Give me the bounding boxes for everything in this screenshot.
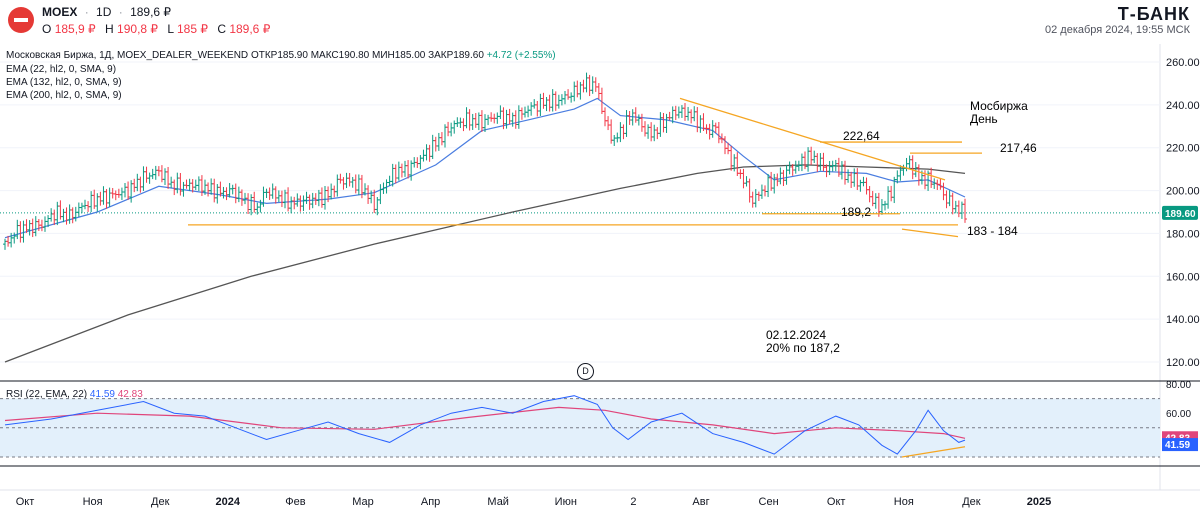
ema22-path	[4, 97, 966, 239]
time-tick-label: Мар	[352, 496, 374, 508]
moex-logo	[8, 7, 34, 33]
annotation-subtitle: День	[970, 112, 998, 126]
time-tick-label: Фев	[285, 496, 305, 508]
legend-ema132[interactable]: EMA (132, hl2, 0, SMA, 9)	[6, 77, 122, 88]
brand-logo: Т-БАНК	[1117, 4, 1190, 24]
symbol-line[interactable]: MOEX · 1D · 189,6 ₽	[42, 5, 172, 19]
timestamp: 02 декабря 2024, 19:55 МСК	[1045, 24, 1190, 36]
rsi-divergence-line	[901, 446, 966, 458]
price-tick-label: 220.00	[1166, 143, 1200, 155]
time-tick-label: Ноя	[894, 496, 914, 508]
ema200-line	[4, 164, 966, 363]
close-value: 189,6 ₽	[229, 22, 271, 36]
time-tick-label: Окт	[827, 496, 846, 508]
time-tick-label: Авг	[692, 496, 709, 508]
legend-main: Московская Биржа, 1Д, MOEX_DEALER_WEEKEN…	[6, 50, 556, 61]
legend-symbol: Московская Биржа, 1Д, MOEX_DEALER_WEEKEN…	[6, 50, 249, 61]
rsi-badge-label: 41.59	[1165, 440, 1190, 451]
dividend-badge[interactable]: D	[577, 363, 594, 380]
time-tick-label: 2024	[216, 496, 241, 508]
legend-rsi[interactable]: RSI (22, EMA, 22) 41.59 42.83	[6, 389, 143, 400]
rsi-tick-label: 80.00	[1166, 380, 1191, 391]
level-label-183: 183 - 184	[967, 224, 1018, 238]
rsi-value: 41.59	[89, 389, 115, 400]
candles	[3, 72, 967, 250]
rsi-path	[4, 395, 966, 455]
legend-ohlc: ОТКР185.90 МАКС190.80 МИН185.00 ЗАКР189.…	[250, 50, 484, 61]
ohlc-line: O 185,9 ₽ H 190,8 ₽ L 185 ₽ C 189,6 ₽	[42, 22, 271, 36]
price-tick-label: 180.00	[1166, 228, 1200, 240]
last-price-badge	[1162, 205, 1198, 220]
last-price-label: 189.60	[1165, 209, 1196, 220]
level-label-189: 189,2	[841, 205, 871, 219]
date-note: 02.12.2024	[766, 328, 826, 342]
legend-ema200[interactable]: EMA (200, hl2, 0, SMA, 9)	[6, 90, 122, 101]
current-price: 189,6 ₽	[130, 5, 172, 19]
symbol[interactable]: MOEX	[42, 5, 78, 19]
price-grid	[0, 61, 1160, 363]
low-value: 185 ₽	[176, 22, 208, 36]
legend-ema22[interactable]: EMA (22, hl2, 0, SMA, 9)	[6, 64, 117, 75]
time-tick-label: 2025	[1027, 496, 1051, 508]
time-tick-label: 2	[630, 496, 636, 508]
high-value: 190,8 ₽	[117, 22, 159, 36]
interval[interactable]: 1D	[96, 5, 112, 19]
trendline-lower	[901, 228, 959, 238]
time-tick-label: Окт	[16, 496, 35, 508]
time-tick-label: Апр	[421, 496, 440, 508]
price-tick-label: 160.00	[1166, 271, 1200, 283]
time-tick-label: Май	[487, 496, 509, 508]
chart-header: MOEX · 1D · 189,6 ₽ O 185,9 ₽ H 190,8 ₽ …	[0, 0, 1200, 44]
price-tick-label: 240.00	[1166, 100, 1200, 112]
level-label-217: 217,46	[1000, 141, 1037, 155]
ema22-line	[4, 97, 966, 239]
rsi-label: RSI (22, EMA, 22)	[6, 389, 88, 400]
open-value: 185,9 ₽	[54, 22, 96, 36]
price-tick-label: 260.00	[1166, 57, 1200, 69]
annotation-title: Мосбиржа	[970, 99, 1028, 113]
time-tick-label: Сен	[759, 496, 779, 508]
rsi-ma-path	[4, 406, 966, 439]
time-tick-label: Ноя	[83, 496, 103, 508]
time-tick-label: Дек	[962, 496, 981, 508]
price-tick-label: 200.00	[1166, 186, 1200, 198]
rsi-tick-label: 60.00	[1166, 409, 1191, 420]
rsi-ma-value: 42.83	[117, 389, 143, 400]
level-lines	[188, 97, 982, 238]
price-tick-label: 120.00	[1166, 357, 1200, 369]
level-label-222: 222,64	[843, 129, 880, 143]
rsi-badge	[1162, 438, 1198, 452]
position-note: 20% по 187,2	[766, 341, 840, 355]
time-tick-label: Июн	[555, 496, 577, 508]
legend-change: +4.72 (+2.55%)	[486, 50, 556, 61]
axes: 120.00 140.00 160.00 180.00 200.00 220.00 240.…	[16, 57, 1200, 508]
ema200-path	[4, 164, 966, 363]
time-tick-label: Дек	[151, 496, 170, 508]
price-tick-label: 140.00	[1166, 314, 1200, 326]
trendline-down	[679, 97, 946, 181]
